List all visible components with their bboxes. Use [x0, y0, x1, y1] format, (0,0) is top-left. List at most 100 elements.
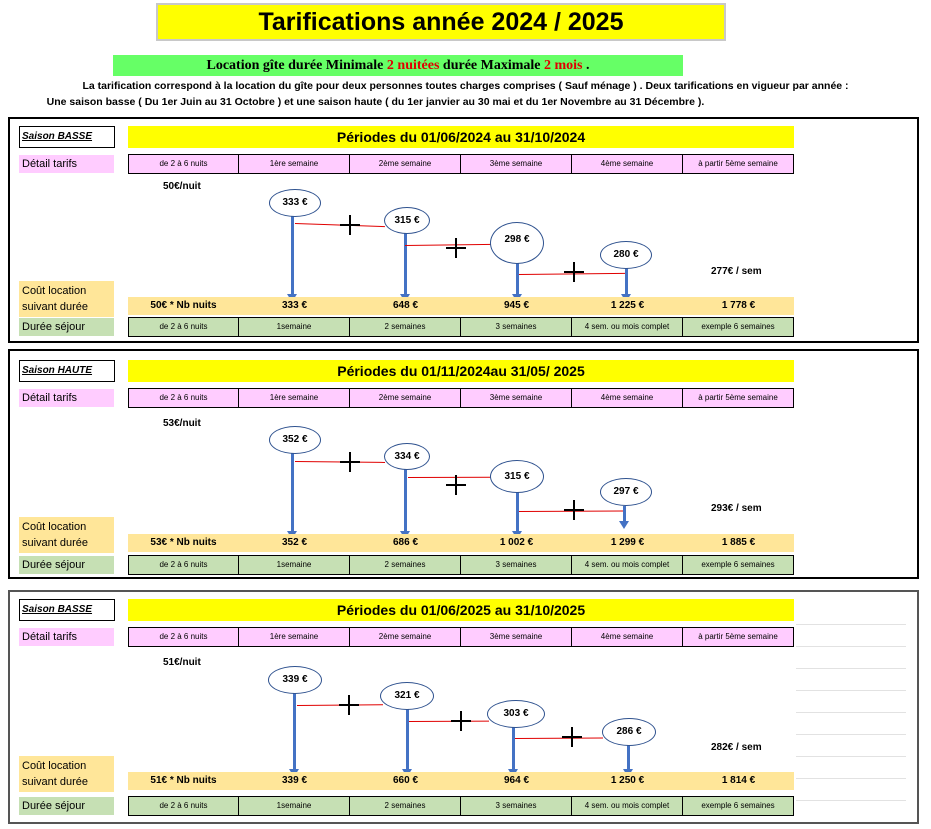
- tariff-cell: à partir 5ème semaine: [683, 388, 794, 408]
- period-title: Périodes du 01/11/2024au 31/05/ 2025: [128, 360, 794, 382]
- arrow-shaft: [291, 453, 294, 533]
- duration-cell: 1semaine: [239, 796, 350, 816]
- intro-line-1: La tarification correspond à la location…: [82, 80, 849, 92]
- duration-cell: 2 semaines: [350, 796, 461, 816]
- cost-label-line1: Coût location: [22, 285, 87, 297]
- duration-row: de 2 à 6 nuits 1semaine 2 semaines 3 sem…: [128, 796, 794, 816]
- tariff-cell: 1ère semaine: [239, 154, 350, 174]
- weekly-price-bubble: 298 €: [490, 222, 544, 264]
- arrow-shaft: [404, 469, 407, 533]
- cost-cell: 1 814 €: [721, 775, 756, 786]
- after-rate: 293€ / sem: [711, 503, 762, 514]
- cost-cell: 945 €: [503, 300, 530, 311]
- cost-cell: 53€ * Nb nuits: [150, 537, 217, 548]
- tariff-cell: 4ème semaine: [572, 627, 683, 647]
- duration-cell: 2 semaines: [350, 555, 461, 575]
- duration-cell: exemple 6 semaines: [683, 555, 794, 575]
- duration-cell: 3 semaines: [461, 555, 572, 575]
- intro-line-2: Une saison basse ( Du 1er Juin au 31 Oct…: [46, 96, 705, 108]
- tariff-cell: 2ème semaine: [350, 388, 461, 408]
- cost-cell: 1 778 €: [721, 300, 756, 311]
- weekly-price-bubble: 280 €: [600, 241, 652, 269]
- cost-label: Coût location suivant durée: [19, 517, 114, 553]
- plus-icon: [562, 727, 582, 747]
- cost-cell: 352 €: [281, 537, 308, 548]
- duration-row: de 2 à 6 nuits 1semaine 2 semaines 3 sem…: [128, 317, 794, 337]
- weekly-price-bubble: 297 €: [600, 478, 652, 506]
- after-rate: 277€ / sem: [711, 266, 762, 277]
- gridline: [796, 624, 906, 625]
- arrow-shaft: [627, 744, 630, 771]
- season-label: Saison HAUTE: [19, 360, 115, 382]
- cost-cell: 1 002 €: [499, 537, 534, 548]
- duration-cell: 4 sem. ou mois complet: [572, 555, 683, 575]
- cost-row: 53€ * Nb nuits 352 € 686 € 1 002 € 1 299…: [128, 534, 794, 552]
- tariff-cell: 3ème semaine: [461, 154, 572, 174]
- cost-row: 51€ * Nb nuits 339 € 660 € 964 € 1 250 €…: [128, 772, 794, 790]
- plus-icon: [340, 452, 360, 472]
- tariff-cell: 4ème semaine: [572, 388, 683, 408]
- plus-icon: [339, 695, 359, 715]
- subtitle-part3: .: [582, 58, 590, 73]
- plus-icon: [564, 262, 584, 282]
- duration-label: Durée séjour: [19, 797, 114, 815]
- gridline: [796, 646, 906, 647]
- duration-cell: 1semaine: [239, 317, 350, 337]
- tariff-cell: de 2 à 6 nuits: [128, 154, 239, 174]
- cost-label-line2: suivant durée: [22, 776, 89, 788]
- gridline: [796, 756, 906, 757]
- arrow-shaft: [625, 266, 628, 296]
- duration-cell: 4 sem. ou mois complet: [572, 796, 683, 816]
- night-rate: 51€/nuit: [163, 657, 201, 668]
- gridline: [796, 690, 906, 691]
- detail-label: Détail tarifs: [19, 155, 114, 173]
- duration-cell: 2 semaines: [350, 317, 461, 337]
- arrow-shaft: [404, 233, 407, 296]
- plus-icon: [340, 215, 360, 235]
- duration-cell: 4 sem. ou mois complet: [572, 317, 683, 337]
- arrow-shaft: [291, 216, 294, 296]
- tariff-cell: à partir 5ème semaine: [683, 154, 794, 174]
- duration-cell: 1semaine: [239, 555, 350, 575]
- tariff-cell: 2ème semaine: [350, 154, 461, 174]
- cost-cell: 333 €: [281, 300, 308, 311]
- cost-cell: 1 299 €: [610, 537, 645, 548]
- main-title: Tarifications année 2024 / 2025: [156, 3, 726, 41]
- cost-cell: 964 €: [503, 775, 530, 786]
- period-title: Périodes du 01/06/2024 au 31/10/2024: [128, 126, 794, 148]
- tariff-cell: de 2 à 6 nuits: [128, 627, 239, 647]
- weekly-price-bubble: 303 €: [487, 700, 545, 728]
- night-rate: 50€/nuit: [163, 181, 201, 192]
- arrow-shaft: [516, 492, 519, 533]
- detail-label: Détail tarifs: [19, 389, 114, 407]
- duration-label: Durée séjour: [19, 318, 114, 336]
- arrow-shaft: [406, 708, 409, 771]
- tariff-cell: de 2 à 6 nuits: [128, 388, 239, 408]
- plus-icon: [446, 475, 466, 495]
- season-label: Saison BASSE: [19, 126, 115, 148]
- tariff-cell: à partir 5ème semaine: [683, 627, 794, 647]
- cost-cell: 1 225 €: [610, 300, 645, 311]
- weekly-price-bubble: 333 €: [269, 189, 321, 217]
- gridline: [796, 712, 906, 713]
- gridline: [796, 734, 906, 735]
- weekly-price-bubble: 315 €: [490, 460, 544, 493]
- tariff-row: de 2 à 6 nuits 1ère semaine 2ème semaine…: [128, 388, 794, 408]
- tariff-row: de 2 à 6 nuits 1ère semaine 2ème semaine…: [128, 627, 794, 647]
- stay-duration-banner: Location gîte durée Minimale 2 nuitées d…: [113, 55, 683, 76]
- cost-cell: 51€ * Nb nuits: [150, 775, 217, 786]
- after-rate: 282€ / sem: [711, 742, 762, 753]
- weekly-price-bubble: 315 €: [384, 207, 430, 234]
- night-rate: 53€/nuit: [163, 418, 201, 429]
- duration-cell: exemple 6 semaines: [683, 796, 794, 816]
- tariff-cell: 1ère semaine: [239, 627, 350, 647]
- duration-label: Durée séjour: [19, 556, 114, 574]
- duration-row: de 2 à 6 nuits 1semaine 2 semaines 3 sem…: [128, 555, 794, 575]
- gridline: [796, 800, 906, 801]
- arrow-shaft: [516, 262, 519, 296]
- subtitle-min: 2 nuitées: [386, 58, 440, 73]
- arrow-shaft: [512, 725, 515, 771]
- cost-cell: 50€ * Nb nuits: [150, 300, 217, 311]
- weekly-price-bubble: 286 €: [602, 718, 656, 746]
- weekly-price-bubble: 352 €: [269, 426, 321, 454]
